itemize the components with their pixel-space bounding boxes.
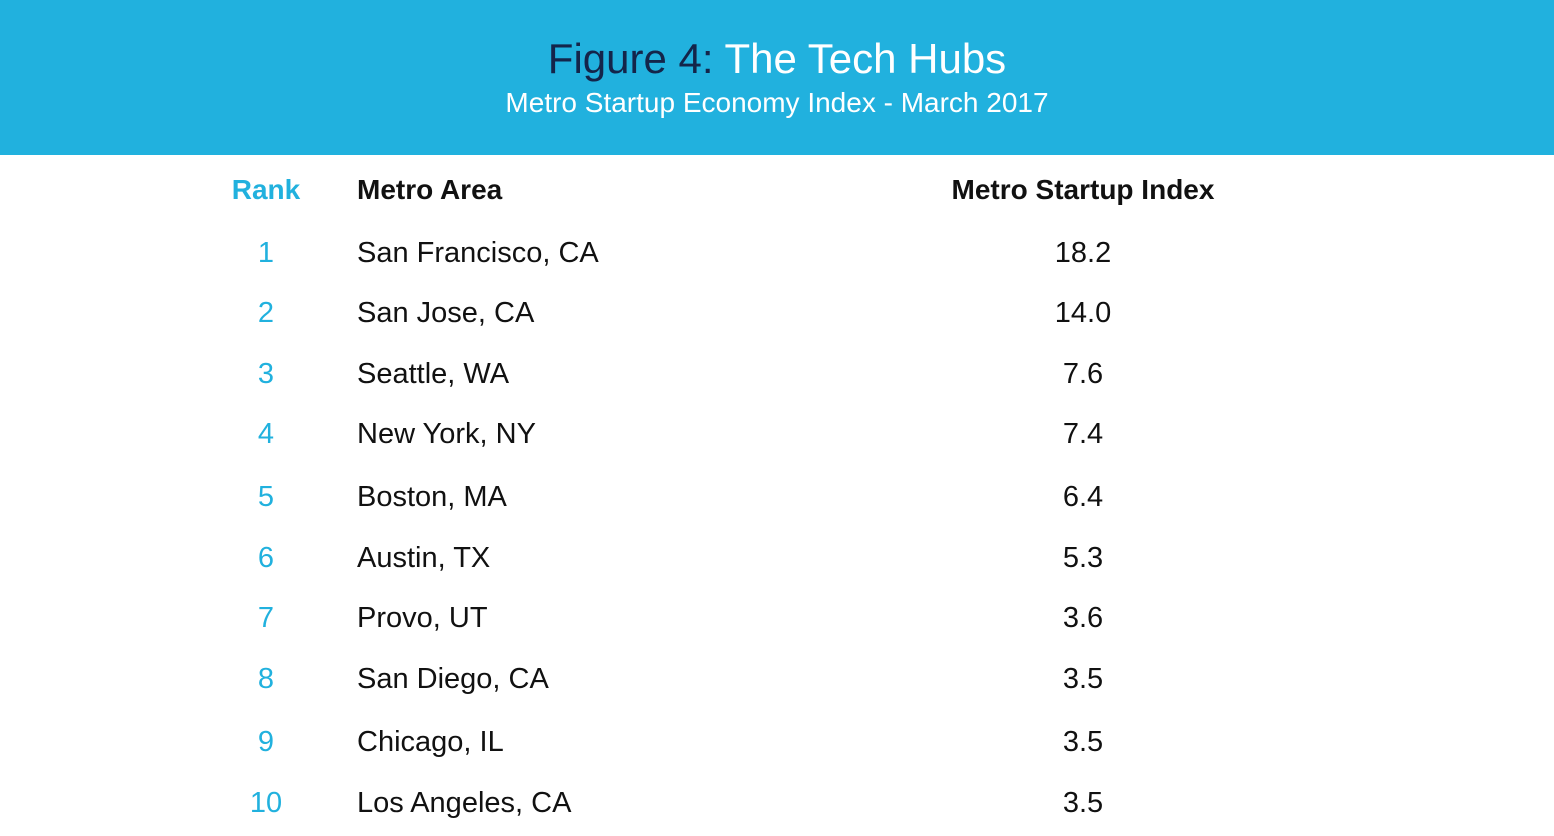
metro-area-cell: Seattle, WA xyxy=(357,358,510,390)
startup-index-column-header: Metro Startup Index xyxy=(951,174,1215,205)
figure-title-text: The Tech Hubs xyxy=(724,35,1007,82)
rank-cell: 10 xyxy=(249,787,283,819)
startup-index-cell: 7.6 xyxy=(1062,358,1104,390)
startup-index-cell: 6.4 xyxy=(1062,481,1104,513)
title-banner xyxy=(0,0,1554,155)
metro-area-cell: San Diego, CA xyxy=(357,663,549,695)
rank-column-header: Rank xyxy=(231,174,301,205)
metro-area-cell: San Jose, CA xyxy=(357,297,535,329)
rank-cell: 8 xyxy=(257,663,275,695)
rank-cell: 7 xyxy=(257,602,275,634)
startup-index-cell: 14.0 xyxy=(1054,297,1112,329)
metro-area-cell: Austin, TX xyxy=(357,542,491,574)
startup-index-cell: 18.2 xyxy=(1054,237,1112,269)
startup-index-cell: 7.4 xyxy=(1062,418,1104,450)
rank-cell: 4 xyxy=(257,418,275,450)
metro-area-cell: Chicago, IL xyxy=(357,726,504,758)
figure-subtitle: Metro Startup Economy Index - March 2017 xyxy=(505,87,1049,118)
rank-cell: 6 xyxy=(257,542,275,574)
rank-cell: 3 xyxy=(257,358,275,390)
metro-area-cell: Provo, UT xyxy=(357,602,488,634)
rank-cell: 2 xyxy=(257,297,275,329)
rank-cell: 1 xyxy=(257,237,275,269)
metro-area-cell: San Francisco, CA xyxy=(357,237,599,269)
figure-title: Figure 4: The Tech Hubs xyxy=(0,34,1554,84)
metro-area-column-header: Metro Area xyxy=(357,174,503,205)
metro-area-cell: New York, NY xyxy=(357,418,536,450)
rank-cell: 9 xyxy=(257,726,275,758)
startup-index-cell: 3.5 xyxy=(1062,663,1104,695)
metro-area-cell: Boston, MA xyxy=(357,481,507,513)
startup-index-cell: 3.5 xyxy=(1062,726,1104,758)
startup-index-cell: 3.6 xyxy=(1062,602,1104,634)
rank-cell: 5 xyxy=(257,481,275,513)
startup-index-cell: 3.5 xyxy=(1062,787,1104,819)
metro-area-cell: Los Angeles, CA xyxy=(357,787,572,819)
figure-number: Figure 4: xyxy=(547,35,714,82)
startup-index-cell: 5.3 xyxy=(1062,542,1104,574)
